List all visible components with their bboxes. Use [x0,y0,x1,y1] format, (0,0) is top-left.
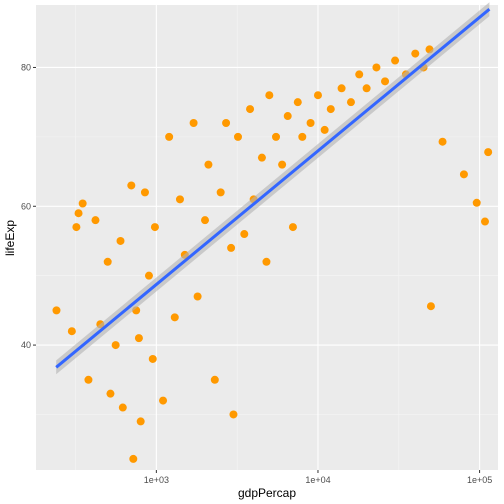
data-point [426,302,435,311]
data-point [134,334,143,343]
data-point [189,118,198,127]
x-tick-label: 1e+03 [144,475,169,485]
data-point [306,118,315,127]
data-point [116,236,125,245]
data-point [170,313,179,322]
data-point [127,181,136,190]
data-point [204,160,213,169]
data-point [222,118,231,127]
data-point [74,209,83,218]
data-point [283,112,292,121]
data-points [52,45,493,463]
data-point [106,389,115,398]
data-point [411,49,420,58]
x-tick-label: 1e+04 [305,475,330,485]
data-point [103,257,112,266]
data-point [257,153,266,162]
data-point [272,132,281,141]
y-axis-ticks: 40 60 80 [21,62,36,350]
data-point [210,375,219,384]
y-tick-label: 40 [21,340,31,350]
x-axis-ticks: 1e+03 1e+04 1e+05 [144,470,492,485]
x-axis-title: gdpPercap [238,486,296,500]
data-point [129,454,138,463]
y-axis-title: lifeExp [3,220,17,256]
data-point [391,56,400,65]
data-point [140,188,149,197]
data-point [313,91,322,100]
data-point [229,410,238,419]
y-tick-label: 80 [21,62,31,72]
data-point [165,132,174,141]
data-point [67,327,76,336]
data-point [326,105,335,114]
data-point [480,217,489,226]
data-point [148,354,157,363]
data-point [381,77,390,86]
fit-line-group [55,2,491,375]
data-point [150,223,159,232]
data-point [288,223,297,232]
data-point [136,417,145,426]
data-point [201,216,210,225]
data-point [159,396,168,405]
data-point [320,125,329,134]
data-point [262,257,271,266]
data-point [337,84,346,93]
data-point [484,148,493,157]
data-point [265,91,274,100]
data-point [459,170,468,179]
plot-panel [36,5,498,470]
data-point [216,188,225,197]
data-point [278,160,287,169]
data-point [362,84,371,93]
data-point [91,216,100,225]
data-point [246,105,255,114]
data-point [72,223,81,232]
data-point [193,292,202,301]
data-point [78,199,87,208]
data-point [111,341,120,350]
data-point [346,98,355,107]
data-point [438,137,447,146]
data-point [233,132,242,141]
data-point [240,230,249,239]
fit-line [55,8,491,369]
data-point [298,132,307,141]
y-tick-label: 60 [21,201,31,211]
data-point [175,195,184,204]
data-point [227,243,236,252]
data-point [118,403,127,412]
data-point [372,63,381,72]
data-point [52,306,61,315]
data-point [355,70,364,79]
data-point [84,375,93,384]
x-tick-label: 1e+05 [467,475,492,485]
data-point [293,98,302,107]
data-point [472,198,481,207]
data-point [144,271,153,280]
